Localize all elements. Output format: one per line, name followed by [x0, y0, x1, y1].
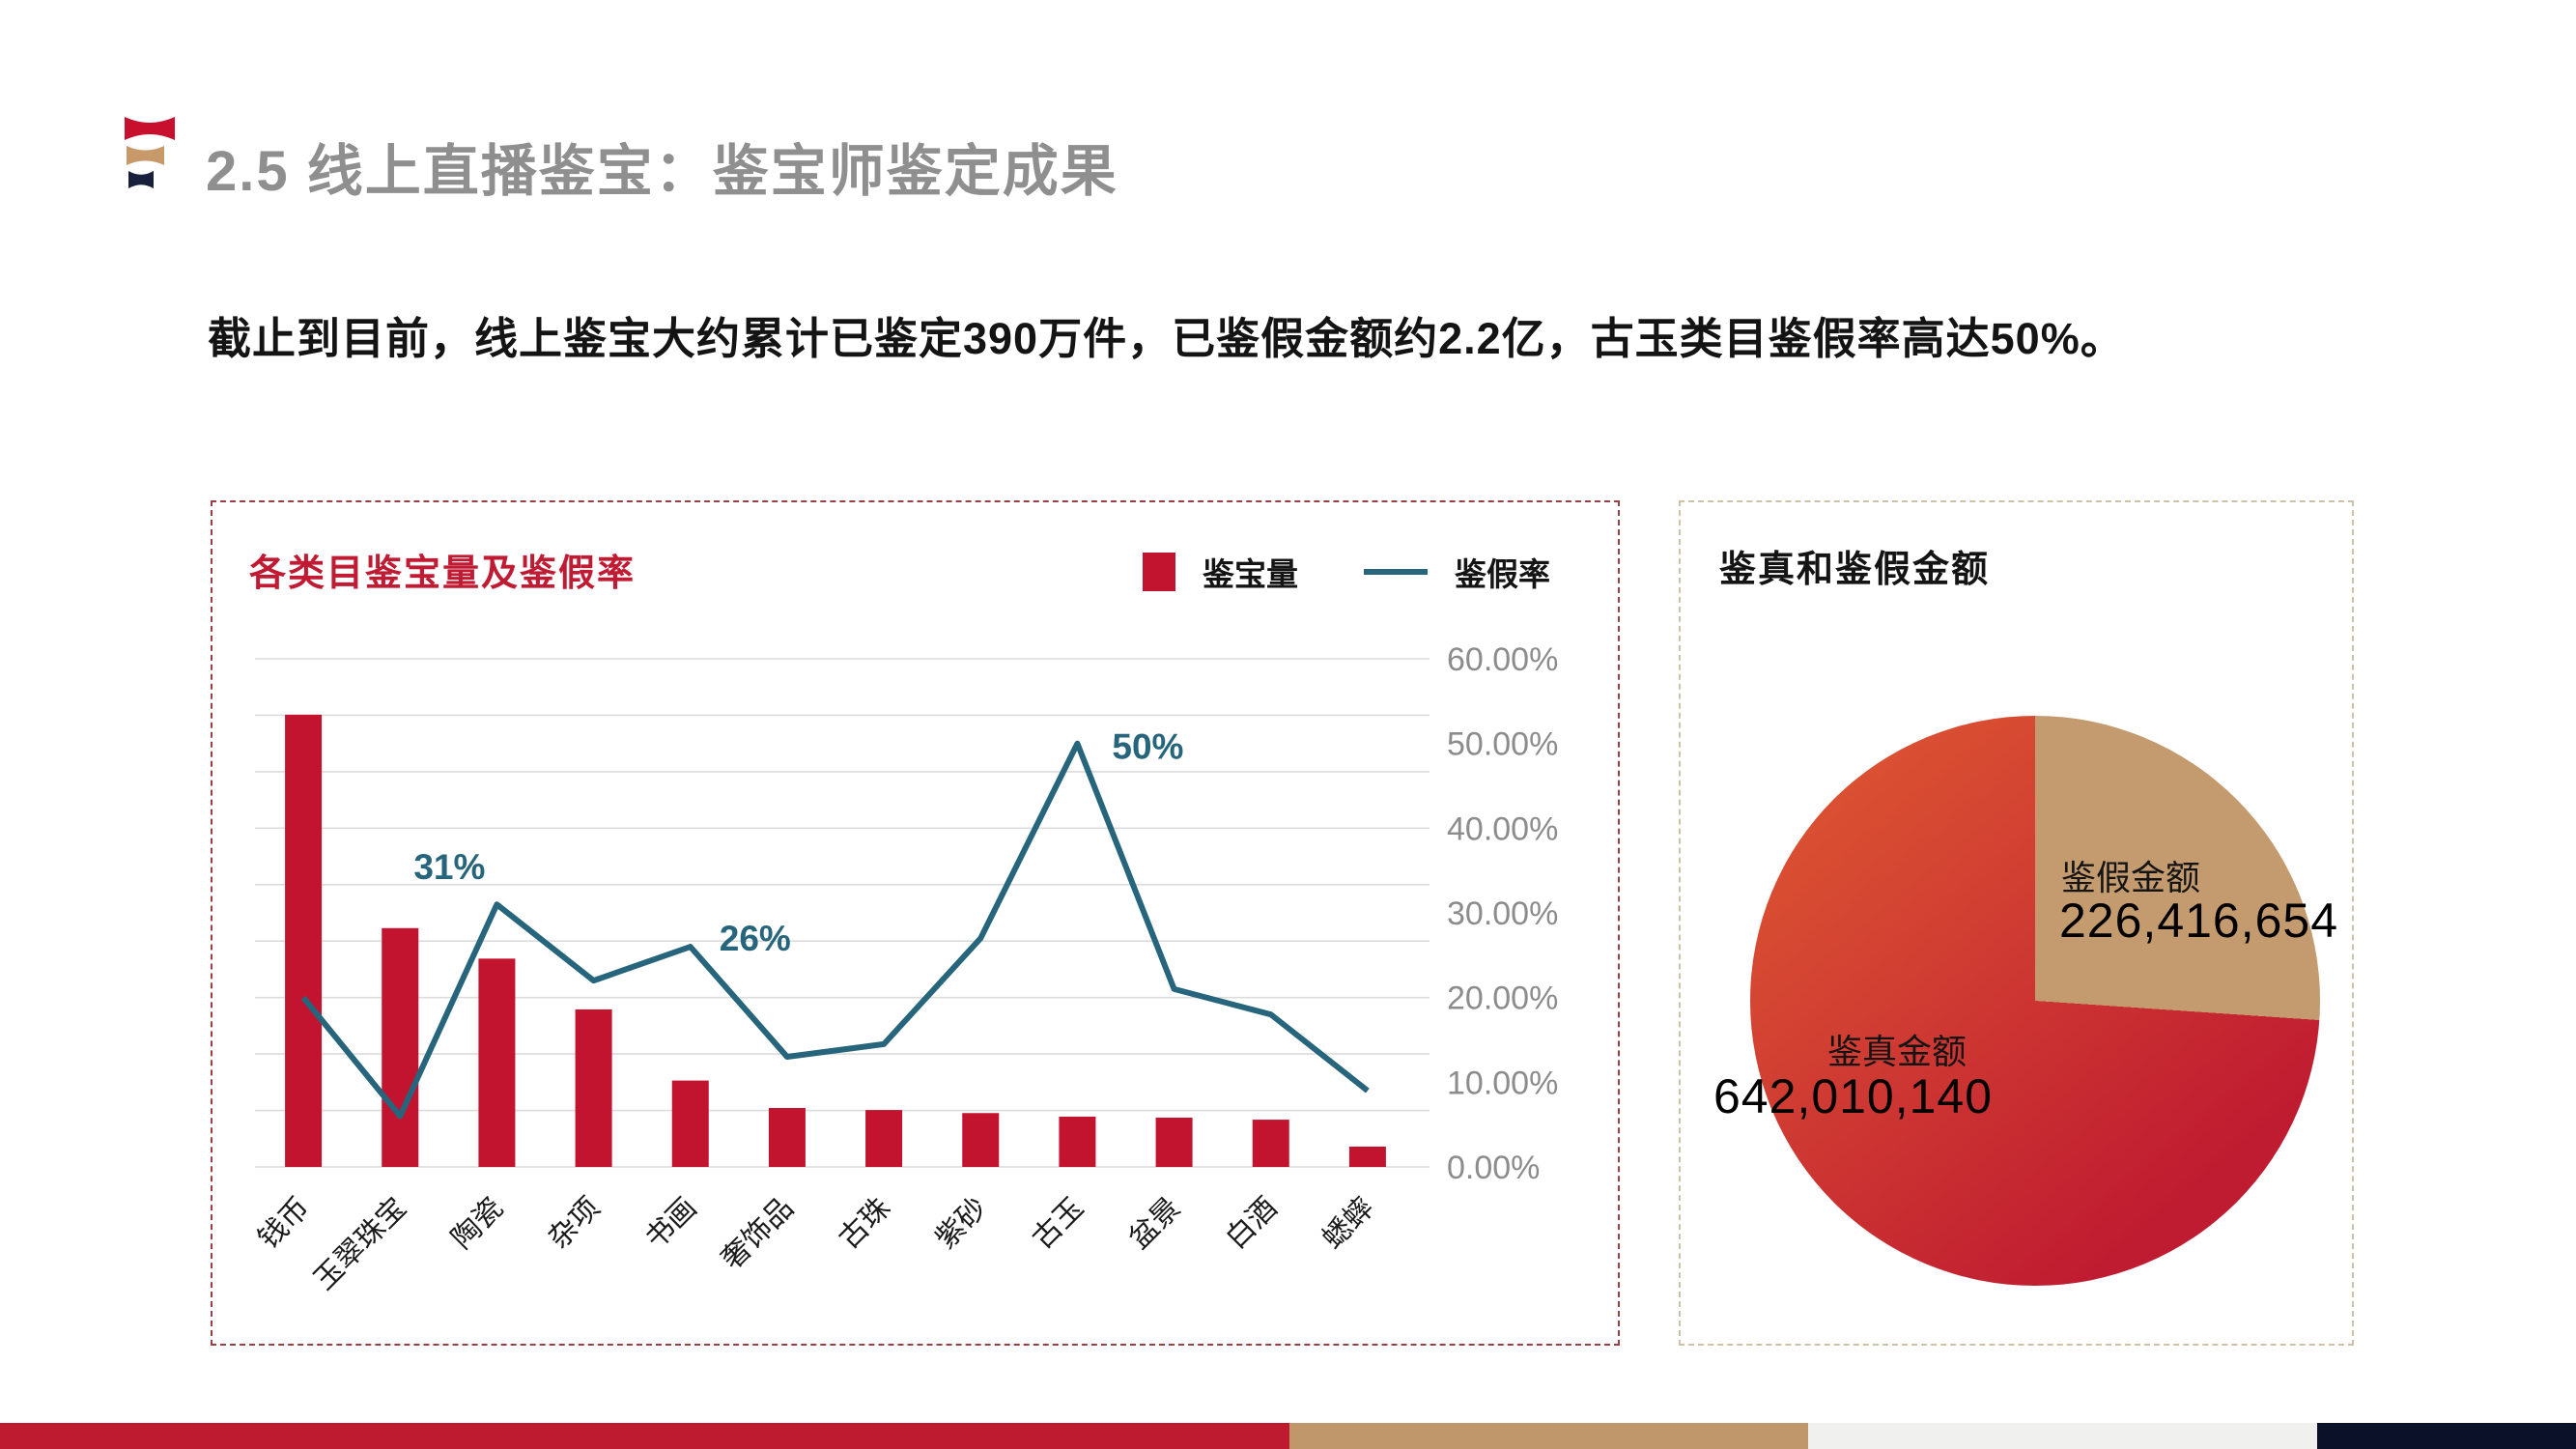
combo-chart-plot: 60.00% 50.00% 40.00% 30.00% 20.00% 10.00% 0.00…: [252, 641, 1558, 1296]
svg-text:50.00%: 50.00%: [1447, 726, 1558, 763]
pie-chart-panel: 鉴真和鉴假金额 鉴假金额 226,416,654 鉴真金额 642,010,14…: [1679, 500, 2354, 1346]
footer-stripe: [1808, 1423, 2317, 1449]
svg-text:古玉: 古玉: [1027, 1192, 1090, 1256]
svg-text:60.00%: 60.00%: [1447, 641, 1558, 678]
footer-stripes: [0, 1423, 2576, 1449]
svg-text:白酒: 白酒: [1220, 1192, 1284, 1256]
logo-ribbon-tan: [127, 146, 164, 165]
svg-text:40.00%: 40.00%: [1447, 810, 1558, 847]
svg-text:31%: 31%: [413, 847, 485, 887]
svg-text:20.00%: 20.00%: [1447, 980, 1558, 1017]
svg-text:0.00%: 0.00%: [1447, 1150, 1540, 1186]
svg-text:古珠: 古珠: [833, 1192, 896, 1256]
pie-slice-label-fake: 鉴假金额: [2061, 858, 2201, 897]
page-title: 2.5 线上直播鉴宝：鉴宝师鉴定成果: [206, 140, 1118, 203]
logo-ribbon-red: [125, 117, 175, 140]
svg-text:26%: 26%: [720, 919, 791, 958]
svg-text:紫砂: 紫砂: [929, 1192, 993, 1256]
svg-text:书画: 书画: [639, 1192, 703, 1256]
pie-slice-label-real: 鉴真金额: [1827, 1032, 1967, 1071]
footer-stripe: [2317, 1423, 2576, 1449]
legend-bar-swatch: [1143, 553, 1175, 591]
svg-text:陶瓷: 陶瓷: [446, 1192, 510, 1256]
svg-text:盆景: 盆景: [1123, 1192, 1187, 1256]
svg-text:10.00%: 10.00%: [1447, 1065, 1558, 1101]
svg-text:30.00%: 30.00%: [1447, 895, 1558, 932]
combo-chart-title: 各类目鉴宝量及鉴假率: [249, 554, 637, 594]
pie-slice-value-real: 642,010,140: [1713, 1069, 1994, 1123]
svg-text:奢饰品: 奢饰品: [716, 1192, 800, 1276]
svg-text:50%: 50%: [1112, 727, 1183, 767]
footer-stripe: [0, 1423, 1289, 1449]
pie-slice-value-fake: 226,416,654: [2059, 894, 2339, 948]
svg-text:杂项: 杂项: [543, 1192, 607, 1256]
logo-ribbon-navy: [128, 171, 154, 188]
footer-stripe: [1289, 1423, 1808, 1449]
pie-chart-title: 鉴真和鉴假金额: [1719, 550, 1991, 590]
svg-text:蟋蟀: 蟋蟀: [1316, 1192, 1380, 1256]
legend-line-label: 鉴假率: [1455, 556, 1550, 592]
intro-text: 截止到目前，线上鉴宝大约累计已鉴定390万件，已鉴假金额约2.2亿，古玉类目鉴假…: [208, 314, 2125, 363]
brand-logo-icon: [125, 117, 175, 188]
svg-text:钱币: 钱币: [252, 1192, 316, 1256]
pie-chart: [1750, 716, 2320, 1286]
svg-text:玉翠珠宝: 玉翠珠宝: [308, 1192, 412, 1296]
legend-bar-label: 鉴宝量: [1203, 556, 1298, 592]
combo-chart-panel: 各类目鉴宝量及鉴假率 鉴宝量 鉴假率 60.00% 50.00% 40.00% 30.…: [211, 500, 1620, 1346]
combo-chart-legend: 鉴宝量 鉴假率: [1143, 549, 1550, 595]
legend-line-swatch: [1364, 569, 1428, 575]
